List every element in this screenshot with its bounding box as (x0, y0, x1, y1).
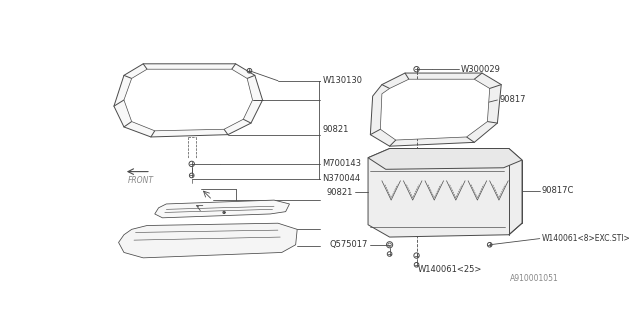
Text: M700143: M700143 (323, 159, 362, 168)
Text: 90817: 90817 (500, 95, 526, 105)
Polygon shape (368, 148, 522, 237)
Text: 90821: 90821 (323, 125, 349, 134)
Text: N370044: N370044 (323, 174, 361, 183)
Text: Q575017: Q575017 (330, 240, 368, 249)
Polygon shape (368, 148, 522, 169)
Text: W140061<8>EXC.STI>: W140061<8>EXC.STI> (541, 234, 630, 243)
Polygon shape (114, 64, 262, 137)
Text: 90817C: 90817C (541, 186, 573, 195)
Polygon shape (155, 200, 289, 218)
Text: W140061<25>: W140061<25> (418, 265, 483, 274)
Text: A910001051: A910001051 (510, 274, 559, 283)
Text: W130130: W130130 (323, 76, 363, 85)
Text: W300029: W300029 (461, 65, 501, 74)
Polygon shape (380, 79, 490, 140)
Text: 90821: 90821 (326, 188, 353, 197)
Polygon shape (371, 73, 501, 146)
Polygon shape (118, 223, 297, 258)
Polygon shape (124, 69, 253, 131)
Text: FRONT: FRONT (128, 176, 154, 185)
